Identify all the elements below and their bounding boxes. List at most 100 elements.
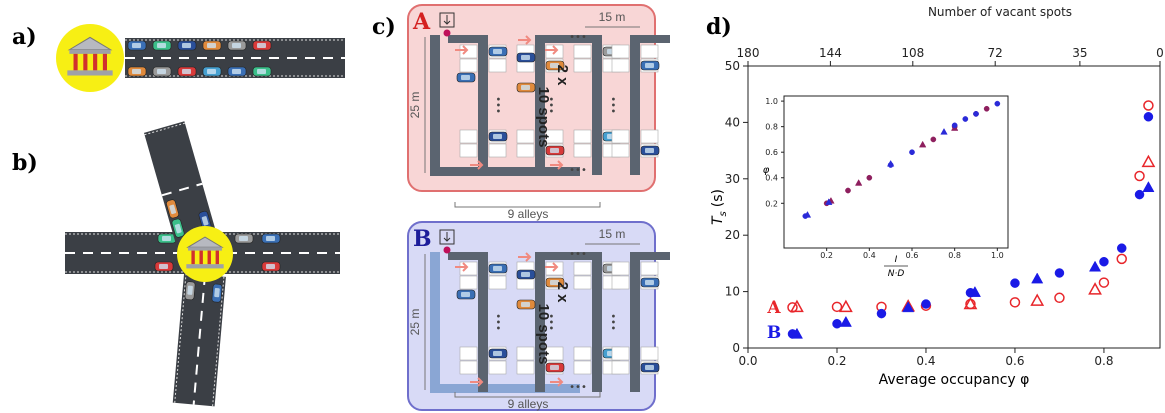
point: [1054, 292, 1065, 304]
lane-mark: [192, 274, 206, 405]
lane: [430, 252, 440, 392]
bank-column: [102, 53, 107, 71]
bank-circle: [56, 24, 124, 92]
car-window: [239, 236, 248, 241]
parking-spot: [640, 44, 659, 59]
parking-spot: [459, 58, 478, 73]
bank-column: [207, 250, 211, 265]
inset-x-label-denominator: N·D: [888, 269, 905, 279]
road-edge: [174, 273, 187, 403]
y-tick-label: 30: [725, 172, 740, 186]
point: [1142, 181, 1155, 193]
point: [994, 100, 1001, 107]
point: [838, 299, 853, 313]
parking-spot: [459, 143, 478, 158]
car-window: [157, 69, 166, 74]
car-window: [214, 287, 220, 298]
point: [1098, 277, 1110, 288]
car-window: [159, 264, 168, 269]
parking-spot: [611, 346, 630, 361]
bank-column: [215, 250, 219, 265]
x2-axis-label: Number of vacant spots: [928, 5, 1072, 19]
road-edge: [212, 276, 225, 407]
car-window: [461, 75, 470, 80]
parking-spot: [516, 129, 535, 144]
point: [962, 116, 969, 122]
spots-label: 10 spots: [535, 304, 552, 365]
x-axis-label: Average occupancy φ: [879, 372, 1030, 388]
road: [172, 273, 226, 407]
car-window: [521, 272, 530, 277]
point: [1116, 243, 1127, 253]
y-tick-label: 1.0: [765, 97, 778, 106]
alley: [592, 35, 602, 175]
inset-x-label-numerator: I: [895, 255, 898, 265]
bracket: [454, 392, 601, 398]
panel-label: c): [372, 14, 396, 40]
y-axis-label: Ts (s): [710, 189, 729, 225]
car-window: [257, 69, 266, 74]
point: [918, 140, 927, 148]
point: [886, 159, 895, 167]
point: [1134, 170, 1145, 182]
y-tick-label: 0.8: [765, 123, 778, 132]
flow-arrow: [518, 252, 532, 262]
alley: [535, 252, 545, 392]
point: [963, 296, 978, 310]
parking-spot: [545, 346, 564, 361]
road-down: [172, 273, 226, 407]
lane: [430, 384, 580, 393]
parking-spot: [640, 346, 659, 361]
flow-arrow: [470, 377, 484, 387]
parking-spot: [573, 129, 592, 144]
alley: [478, 252, 488, 392]
parking-spot: [516, 346, 535, 361]
ellipsis: •••: [545, 313, 556, 331]
parking-spot: [611, 129, 630, 144]
x2-tick-label: 108: [901, 46, 924, 60]
point: [1010, 278, 1020, 288]
x-tick-label: 0.8: [948, 251, 961, 260]
point: [1134, 189, 1145, 200]
y-label-unit: (s): [710, 189, 726, 207]
ellipsis: •••: [492, 96, 503, 114]
lot-name: B: [413, 226, 432, 252]
panel-d: Number of vacant spots Average occupancy…: [710, 5, 1164, 388]
car-window: [645, 148, 654, 153]
car-window: [174, 223, 182, 234]
panel-c: A 15 m25 m2 x10 spots••••••••• ••• •••9 all…: [407, 4, 670, 411]
parking-spot: [640, 129, 659, 144]
point: [1054, 268, 1065, 278]
point: [983, 105, 990, 112]
flow-arrow: [455, 262, 469, 272]
point: [1009, 297, 1021, 308]
bracket: [454, 202, 601, 208]
bank-beam: [188, 247, 222, 251]
y-label-subscript: s: [718, 211, 729, 216]
car-window: [461, 292, 470, 297]
parking-spot: [573, 275, 592, 290]
plot-frame: [783, 95, 1009, 249]
flow-arrow: [518, 35, 532, 45]
parking-spot: [611, 58, 630, 73]
x-tick-label: 0.4: [863, 251, 876, 260]
point: [790, 299, 804, 313]
parking-spot: [545, 129, 564, 144]
parking-spot: [573, 360, 592, 375]
y-label-symbol: T: [710, 215, 726, 225]
flow-arrow: [455, 45, 469, 55]
car-window: [257, 43, 266, 48]
car-window: [187, 285, 193, 295]
point: [968, 286, 981, 297]
car-window: [550, 148, 559, 153]
annotation: A: [766, 298, 781, 318]
lane: [535, 35, 575, 43]
entrance-arrow: [443, 232, 451, 242]
x2-tick-label: 72: [988, 46, 1003, 60]
parking-spot: [488, 143, 507, 158]
lane: [562, 35, 602, 43]
car-window: [493, 351, 502, 356]
y-tick-label: 0: [732, 341, 740, 355]
point: [1099, 256, 1109, 267]
